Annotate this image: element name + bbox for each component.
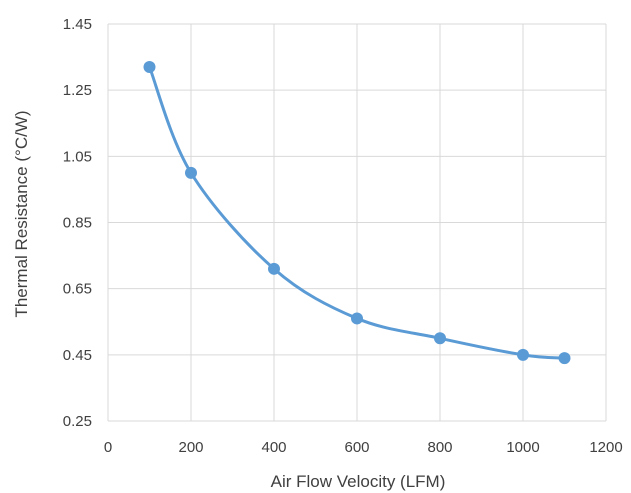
data-point [434,332,446,345]
y-tick-label: 1.45 [63,16,92,33]
y-tick-label: 0.45 [63,347,92,364]
data-point [185,166,197,179]
y-axis-label: Thermal Resistance (°C/W) [12,110,31,317]
data-point [558,352,571,365]
y-tick-label: 0.85 [63,215,92,232]
series-layer [143,61,571,365]
y-tick-label: 1.25 [63,82,92,99]
x-tick-label: 1200 [589,439,622,456]
data-point [143,61,156,74]
x-axis-label: Air Flow Velocity (LFM) [271,472,446,491]
y-tick-label: 0.25 [63,413,92,430]
data-point [351,312,363,325]
x-tick-label: 0 [104,439,112,456]
data-point [268,262,280,275]
gridlines [107,23,607,422]
x-axis-ticks: 0 200 400 600 800 1000 1200 [104,439,623,456]
x-tick-label: 400 [261,439,286,456]
data-point [517,348,529,361]
y-tick-label: 1.05 [63,148,92,165]
y-axis-ticks: 0.25 0.45 0.65 0.85 1.05 1.25 1.45 [63,16,92,430]
x-tick-label: 800 [427,439,452,456]
x-tick-label: 600 [344,439,369,456]
y-tick-label: 0.65 [63,281,92,298]
x-tick-label: 200 [178,439,203,456]
x-tick-label: 1000 [506,439,539,456]
